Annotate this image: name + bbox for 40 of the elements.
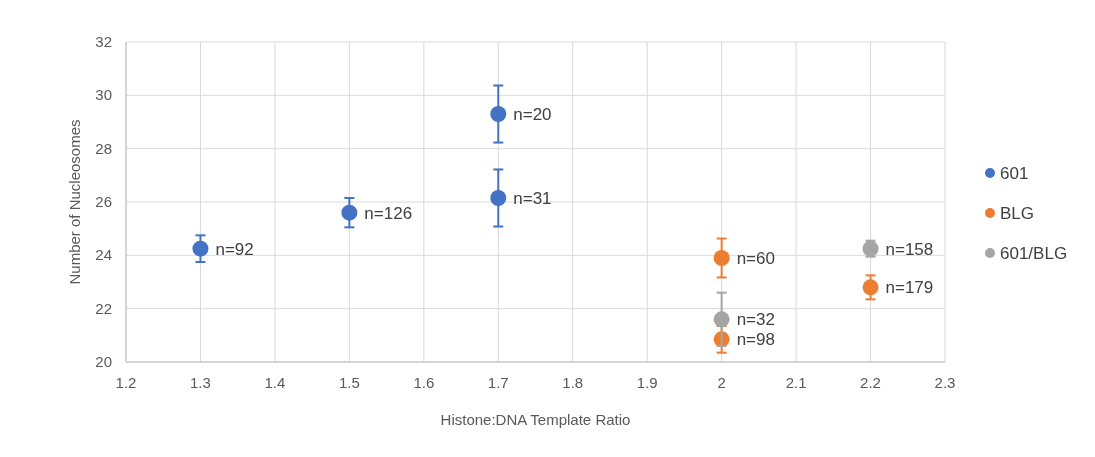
point — [713, 250, 730, 266]
y-tick-label: 20 — [95, 353, 112, 370]
point — [490, 106, 507, 122]
annotation: n=20 — [513, 105, 552, 124]
annotation: n=98 — [736, 330, 775, 350]
annotation: n=60 — [736, 249, 775, 268]
x-tick-label: 1.6 — [413, 374, 435, 391]
y-tick-label: 28 — [95, 139, 112, 157]
x-tick-label: 1.3 — [190, 374, 211, 391]
x-tick-label: 1.2 — [115, 374, 137, 391]
legend-label: BLG — [1000, 204, 1035, 223]
annotation: n=158 — [885, 239, 934, 259]
x-tick-label: 1.7 — [487, 374, 509, 391]
x-tick-label: 2.3 — [934, 374, 956, 391]
point — [490, 190, 507, 206]
point — [341, 204, 358, 221]
legend-label: 601/BLG — [1000, 244, 1068, 263]
x-tick-label: 1.5 — [338, 374, 360, 391]
annotation: n=32 — [736, 310, 775, 330]
x-tick-label: 1.4 — [264, 374, 286, 391]
y-tick-label: 26 — [95, 193, 112, 210]
x-tick-label: 1.9 — [636, 374, 658, 391]
annotation: n=179 — [885, 278, 934, 298]
annotation: n=126 — [364, 203, 413, 223]
y-axis-title: Number of Nucleosomes — [66, 119, 83, 285]
x-tick-label: 1.8 — [562, 374, 584, 391]
y-tick-label: 22 — [95, 299, 112, 317]
x-tick-label: 2.1 — [785, 374, 807, 391]
y-tick-label: 32 — [95, 33, 112, 50]
x-axis-title: Histone:DNA Template Ratio — [440, 411, 631, 428]
point — [192, 240, 209, 257]
y-tick-label: 24 — [95, 246, 112, 264]
point — [862, 279, 879, 296]
y-tick-label: 30 — [95, 86, 112, 104]
point — [713, 311, 730, 328]
annotation: n=92 — [215, 239, 254, 259]
annotation: n=31 — [513, 189, 552, 208]
legend-label: 601 — [1000, 164, 1029, 183]
x-tick-label: 2.2 — [860, 374, 881, 391]
x-tick-label: 2 — [717, 374, 726, 391]
